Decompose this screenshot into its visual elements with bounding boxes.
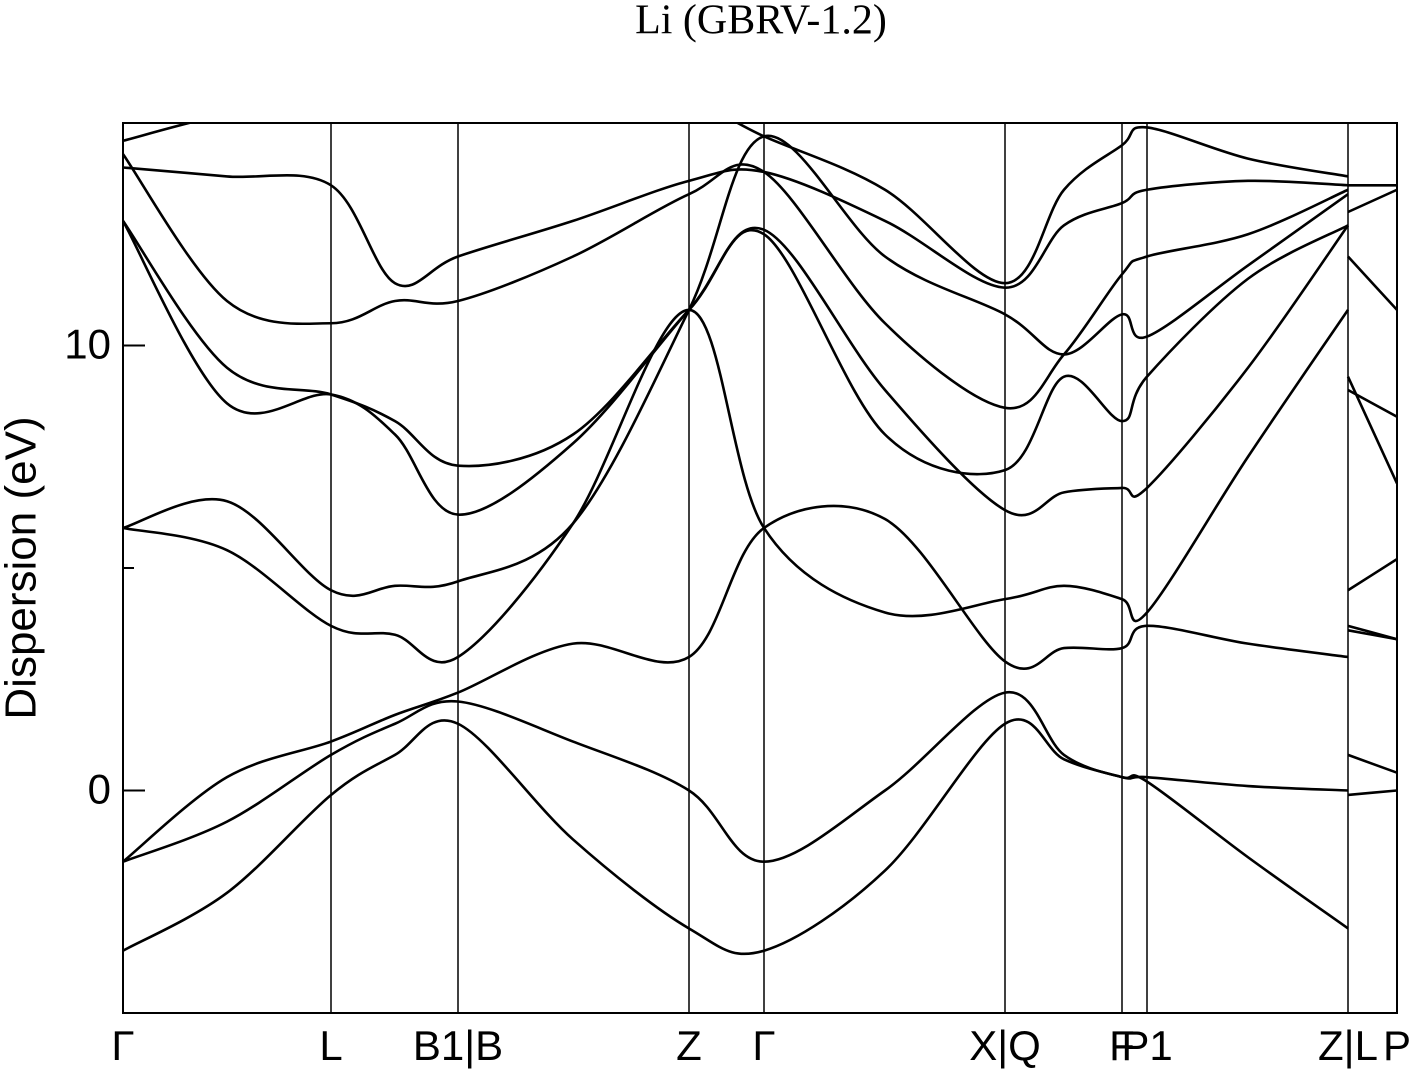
x-tick-label: P1	[1121, 1022, 1172, 1069]
y-tick-label: 0	[88, 766, 111, 813]
x-tick-label: X|Q	[969, 1022, 1041, 1069]
x-tick-label: P	[1383, 1022, 1411, 1069]
plot-frame	[122, 122, 1398, 1014]
x-tick-label: L	[319, 1022, 342, 1069]
band	[123, 134, 1397, 641]
x-tick-label: Z|L	[1318, 1022, 1378, 1069]
x-tick-label: Γ	[752, 1022, 775, 1069]
x-tick-label: B1|B	[413, 1022, 503, 1069]
band	[123, 220, 1397, 517]
chart-title: Li (GBRV-1.2)	[635, 0, 887, 44]
y-axis-label: Dispersion (eV)	[0, 416, 46, 719]
band	[123, 166, 1397, 289]
band	[123, 504, 1397, 863]
x-tick-label: Γ	[111, 1022, 134, 1069]
band	[123, 718, 1397, 956]
x-tick-label: F	[1109, 1022, 1135, 1069]
band	[123, 691, 1397, 863]
band	[123, 308, 1397, 664]
band	[123, 123, 1397, 285]
y-tick-label: 10	[64, 321, 111, 368]
band	[123, 153, 1397, 410]
band	[123, 220, 1397, 476]
x-tick-label: Z	[676, 1022, 702, 1069]
